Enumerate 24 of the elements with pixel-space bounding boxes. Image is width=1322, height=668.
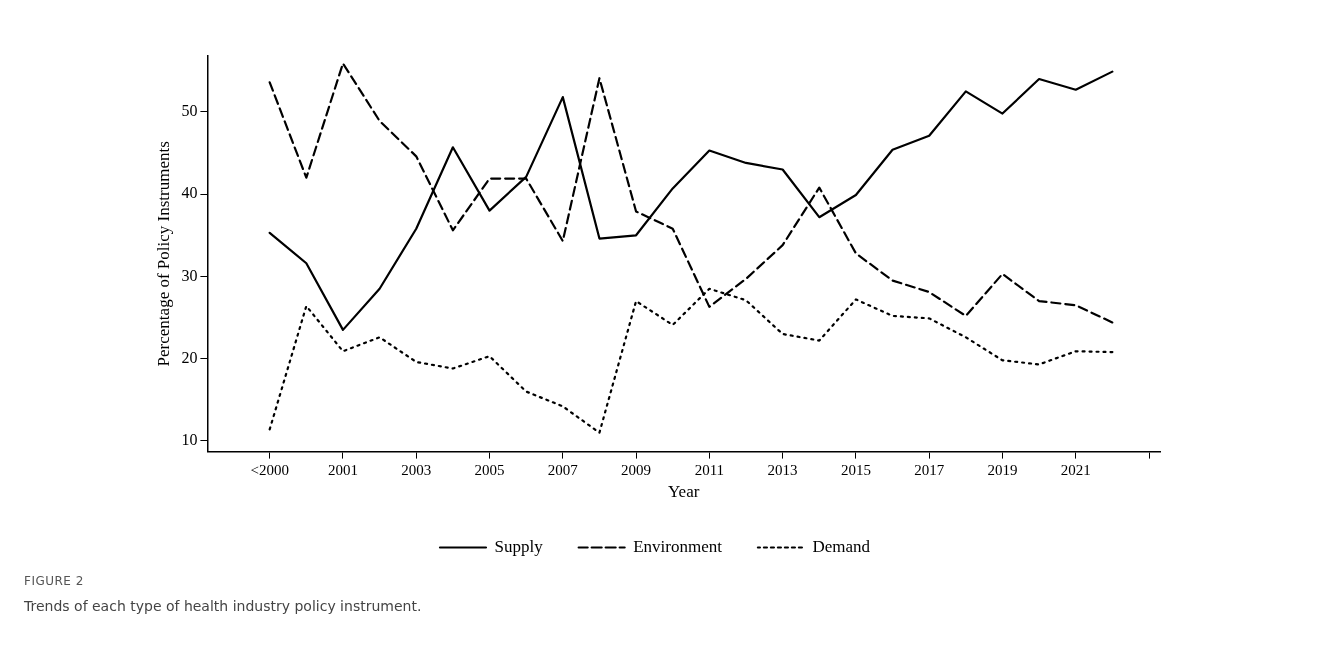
y-tick-label: 50 (181, 102, 198, 120)
y-tick-label: 20 (181, 348, 198, 366)
x-axis-title: Year (668, 482, 700, 502)
caption: FIGURE 2 (24, 574, 85, 588)
y-axis-title: Percentage of Policy Instruments (153, 141, 173, 367)
x-tick-label: 2001 (327, 461, 358, 478)
x-tick-label: 2019 (987, 461, 1018, 478)
x-tick-label: 2021 (1060, 461, 1091, 478)
y-tick-label: 40 (181, 184, 198, 202)
x-tick-label: 2011 (694, 461, 725, 478)
x-tick-label: 2015 (840, 461, 871, 478)
x-tick-label: 2007 (547, 461, 579, 478)
y-tick-label: 10 (181, 431, 198, 449)
x-tick-label: 2003 (401, 461, 432, 478)
x-tick-label: 2009 (621, 461, 652, 478)
x-tick-label: <2000 (250, 461, 289, 478)
legend-label: Supply (494, 536, 544, 556)
legend-label: Environment (633, 536, 723, 556)
x-tick-label: 2017 (914, 461, 945, 478)
legend-label: Demand (812, 536, 871, 556)
x-tick-label: 2005 (474, 461, 505, 478)
text: Trends of each type of health industry policy instrument. (24, 598, 422, 614)
y-tick-label: 30 (181, 266, 198, 284)
x-tick-label: 2013 (767, 461, 798, 478)
